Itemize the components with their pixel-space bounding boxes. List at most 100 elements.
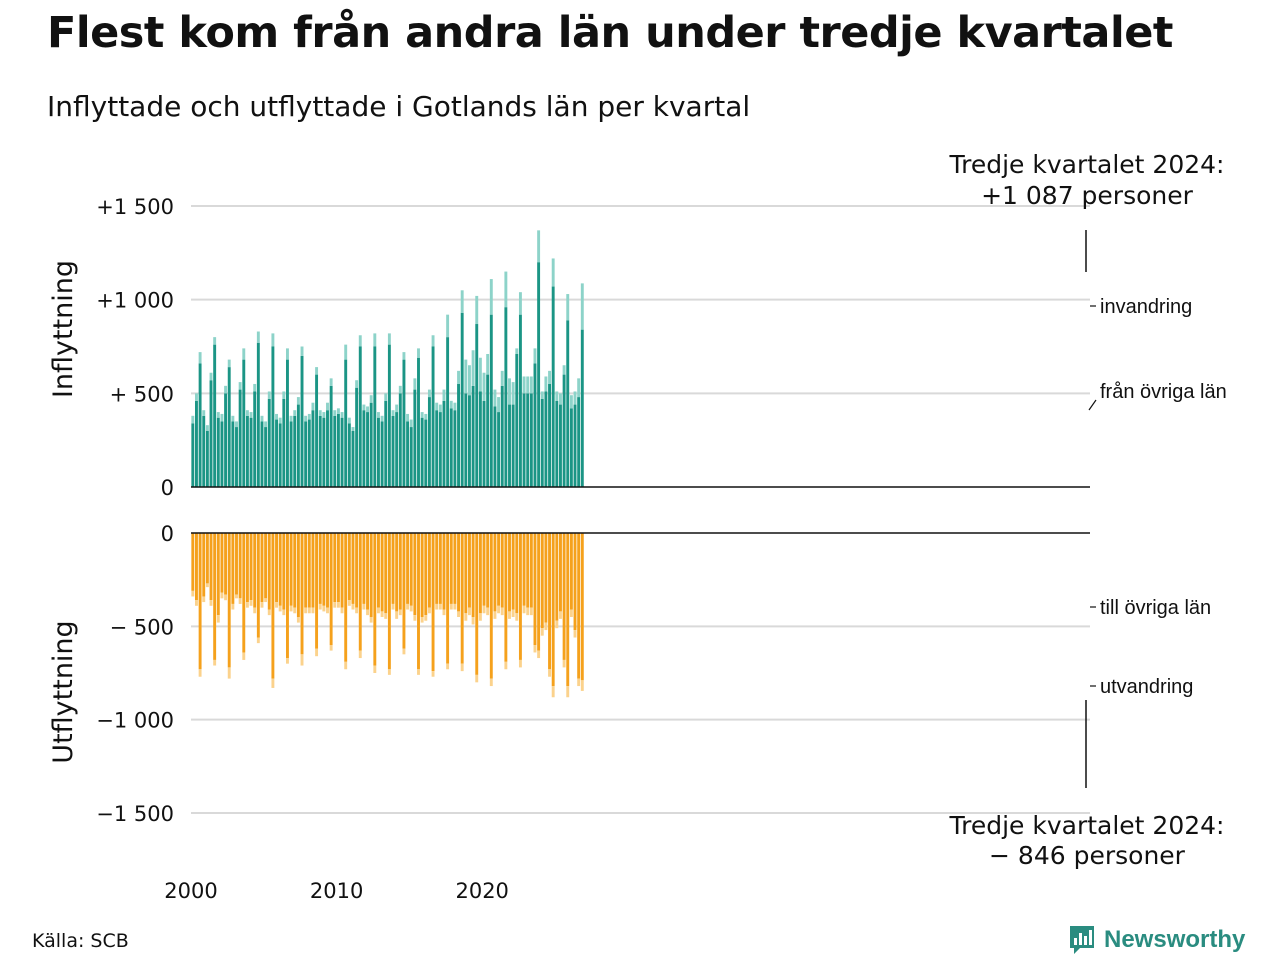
bar-outflow-domestic <box>296 533 300 617</box>
bar-inflow-immigration <box>242 348 246 360</box>
legend-fran-ovriga-lan: från övriga län <box>1100 381 1227 403</box>
bar-inflow-immigration <box>264 421 268 428</box>
bar-outflow-domestic <box>195 533 198 601</box>
bar-inflow-immigration <box>267 391 271 399</box>
bar-outflow-emigration <box>464 613 468 621</box>
bar-outflow-domestic <box>529 533 533 608</box>
bar-inflow-domestic <box>526 393 530 487</box>
bar-outflow-emigration <box>238 598 242 604</box>
bar-outflow-domestic <box>504 533 508 662</box>
bar-outflow-domestic <box>245 533 249 603</box>
legend-utvandring: utvandring <box>1100 676 1193 698</box>
bar-inflow-domestic <box>238 389 242 487</box>
annotation-bottom-line1: Tredje kvartalet 2024: <box>949 811 1225 840</box>
bar-outflow-emigration <box>522 605 526 614</box>
bar-outflow-emigration <box>395 611 399 619</box>
bar-outflow-domestic <box>569 533 573 610</box>
bar-inflow-immigration <box>355 380 359 388</box>
bar-outflow-domestic <box>282 533 286 610</box>
bar-inflow-immigration <box>304 415 308 422</box>
bar-outflow-emigration <box>559 611 562 619</box>
bar-inflow-immigration <box>307 413 311 420</box>
bar-outflow-emigration <box>413 615 417 621</box>
bar-inflow-domestic <box>468 395 471 487</box>
bar-outflow-domestic <box>540 533 544 629</box>
bar-outflow-domestic <box>562 533 566 660</box>
bar-inflow-immigration <box>435 402 439 411</box>
bar-outflow-domestic <box>417 533 420 670</box>
bar-outflow-emigration <box>275 602 278 608</box>
bar-inflow-domestic <box>286 359 289 487</box>
bar-inflow-immigration <box>205 425 209 431</box>
bar-inflow-immigration <box>555 391 559 401</box>
bar-inflow-domestic <box>340 417 344 487</box>
bar-outflow-emigration <box>537 650 541 659</box>
bar-inflow-immigration <box>551 258 555 287</box>
newsworthy-logo[interactable]: Newsworthy <box>1068 924 1245 956</box>
bar-inflow-immigration <box>468 365 471 396</box>
bar-inflow-immigration <box>580 283 584 330</box>
bar-outflow-emigration <box>435 603 439 610</box>
bar-inflow-immigration <box>449 400 453 409</box>
bar-outflow-emigration <box>293 607 297 614</box>
bar-outflow-emigration <box>249 600 253 606</box>
bar-inflow-immigration <box>195 393 198 401</box>
bar-outflow-emigration <box>224 594 228 601</box>
bar-inflow-immigration <box>522 376 526 394</box>
bar-inflow-immigration <box>213 337 217 345</box>
bar-inflow-domestic <box>355 387 359 487</box>
bar-outflow-emigration <box>195 600 198 606</box>
bar-inflow-immigration <box>537 230 541 263</box>
y-tick-label-bottom: − 500 <box>110 615 174 639</box>
bar-outflow-domestic <box>427 533 431 608</box>
bar-inflow-domestic <box>548 383 551 487</box>
bar-inflow-domestic <box>580 329 584 487</box>
bar-inflow-immigration <box>373 333 377 347</box>
bar-outflow-emigration <box>326 607 329 614</box>
bar-outflow-domestic <box>449 533 453 604</box>
bar-outflow-emigration <box>438 603 442 610</box>
bar-outflow-emigration <box>409 605 413 612</box>
bar-inflow-domestic <box>344 359 348 487</box>
bar-inflow-immigration <box>402 352 406 360</box>
migration-chart: +1 500 +1 000 + 500 0 0 − 500 −1 000 −1 500 2000… <box>48 150 1227 900</box>
bar-inflow-domestic <box>435 410 439 487</box>
bar-inflow-immigration <box>347 417 351 424</box>
bar-inflow-immigration <box>275 413 278 420</box>
bar-inflow-domestic <box>384 400 388 487</box>
bar-outflow-emigration <box>358 650 362 659</box>
bar-outflow-emigration <box>271 678 275 688</box>
bar-outflow-emigration <box>460 663 464 672</box>
bar-outflow-domestic <box>431 533 435 672</box>
bar-outflow-emigration <box>475 674 479 683</box>
bar-outflow-emigration <box>282 609 286 616</box>
bar-inflow-immigration <box>387 333 391 345</box>
bar-outflow-emigration <box>340 607 344 614</box>
bar-inflow-immigration <box>336 408 340 414</box>
bar-outflow-domestic <box>326 533 329 608</box>
y-axis-label-bottom: Utflyttning <box>48 620 79 763</box>
bar-inflow-immigration <box>311 402 315 411</box>
bar-outflow-emigration <box>555 620 559 629</box>
bar-outflow-emigration <box>205 583 209 588</box>
bar-inflow-domestic <box>537 262 541 487</box>
bar-inflow-immigration <box>202 410 206 416</box>
bar-outflow-domestic <box>278 533 282 606</box>
bar-outflow-emigration <box>457 611 460 617</box>
legend-invandring: invandring <box>1100 296 1192 318</box>
bar-outflow-domestic <box>249 533 253 601</box>
bar-outflow-domestic <box>322 533 326 606</box>
bar-outflow-emigration <box>493 611 497 619</box>
bar-inflow-immigration <box>569 395 573 409</box>
bar-inflow-domestic <box>395 412 399 487</box>
bar-inflow-immigration <box>438 404 442 413</box>
bar-outflow-domestic <box>384 533 388 614</box>
bar-inflow-immigration <box>493 389 497 407</box>
x-tick-label: 2020 <box>455 879 508 900</box>
bar-inflow-domestic <box>409 427 413 487</box>
bar-outflow-domestic <box>580 533 584 681</box>
bar-outflow-emigration <box>478 613 482 621</box>
bar-outflow-emigration <box>453 603 457 610</box>
bar-outflow-emigration <box>311 607 315 614</box>
bar-outflow-emigration <box>198 669 202 677</box>
